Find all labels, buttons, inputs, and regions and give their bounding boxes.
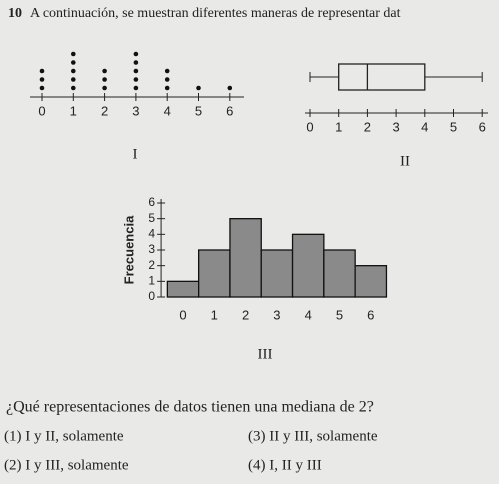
dot — [164, 85, 170, 91]
bar — [229, 218, 262, 298]
y-tick-label: 5 — [148, 211, 155, 225]
dot-stack — [71, 51, 76, 91]
x-tick-label: 5 — [195, 103, 202, 118]
figure-label: II — [400, 153, 410, 169]
x-tick-label: 1 — [70, 103, 77, 118]
dot — [71, 77, 76, 82]
x-tick-label: 3 — [273, 307, 280, 322]
dot — [71, 60, 76, 65]
y-tick-label: 3 — [148, 242, 155, 256]
option[interactable]: (2) I y III, solamente — [4, 457, 129, 473]
dot — [133, 77, 139, 82]
dot-stack — [164, 68, 170, 91]
option[interactable]: (1) I y II, solamente — [4, 428, 124, 444]
x-tick-label: 5 — [450, 119, 457, 134]
dot-stack — [227, 85, 233, 91]
dot — [71, 85, 76, 91]
figure-label: III — [258, 346, 273, 362]
x-tick-label: 0 — [38, 103, 45, 118]
bar — [354, 265, 388, 298]
option[interactable]: (4) I, II y III — [248, 457, 322, 473]
bar — [197, 249, 231, 298]
dot — [164, 68, 170, 74]
x-tick-label: 6 — [479, 119, 486, 134]
question-number: 10 — [8, 6, 22, 21]
x-tick-label: 0 — [306, 119, 313, 134]
x-tick-label: 6 — [226, 103, 233, 118]
y-axis-label: Frecuencia — [121, 215, 136, 284]
dot — [133, 85, 139, 91]
bar — [291, 233, 325, 298]
y-tick-label: 1 — [148, 274, 155, 288]
dot — [227, 85, 233, 91]
x-tick-label: 2 — [101, 103, 108, 118]
x-tick-label: 2 — [242, 307, 249, 322]
y-tick-label: 6 — [148, 195, 155, 209]
question-intro: A continuación, se muestran diferentes m… — [30, 6, 401, 21]
x-tick-label: 3 — [132, 103, 139, 118]
dot-stack — [133, 51, 139, 91]
bar — [323, 249, 356, 298]
y-tick-label: 0 — [148, 289, 155, 303]
y-tick-label: 4 — [148, 227, 155, 241]
figure-label: I — [133, 146, 138, 162]
dot — [39, 77, 45, 82]
x-tick-label: 5 — [336, 307, 343, 322]
x-tick-label: 1 — [335, 119, 342, 134]
y-tick-label: 2 — [148, 258, 155, 272]
x-tick-label: 4 — [164, 103, 171, 118]
x-tick-label: 3 — [392, 119, 399, 134]
dot — [133, 68, 139, 74]
dot — [39, 85, 45, 91]
dot — [71, 51, 76, 57]
dot — [102, 68, 107, 74]
dot-stack — [196, 85, 201, 91]
dot-stack — [39, 68, 45, 91]
dot — [164, 77, 170, 82]
x-tick-label: 6 — [367, 307, 374, 322]
dot — [196, 85, 201, 91]
dot — [39, 68, 45, 74]
x-tick-label: 0 — [179, 307, 186, 322]
dot — [102, 77, 107, 82]
x-tick-label: 4 — [305, 307, 312, 322]
x-tick-label: 2 — [364, 119, 371, 134]
dot — [133, 51, 139, 57]
dot — [102, 85, 107, 91]
dot — [71, 68, 76, 74]
box — [338, 63, 426, 91]
option[interactable]: (3) II y III, solamente — [248, 428, 378, 444]
bar — [260, 249, 294, 298]
dot-stack — [102, 68, 107, 91]
question-prompt: ¿Qué representaciones de datos tienen un… — [6, 399, 374, 416]
x-tick-label: 1 — [211, 307, 218, 322]
bar — [166, 280, 200, 298]
dot — [133, 60, 139, 65]
x-tick-label: 4 — [421, 119, 428, 134]
